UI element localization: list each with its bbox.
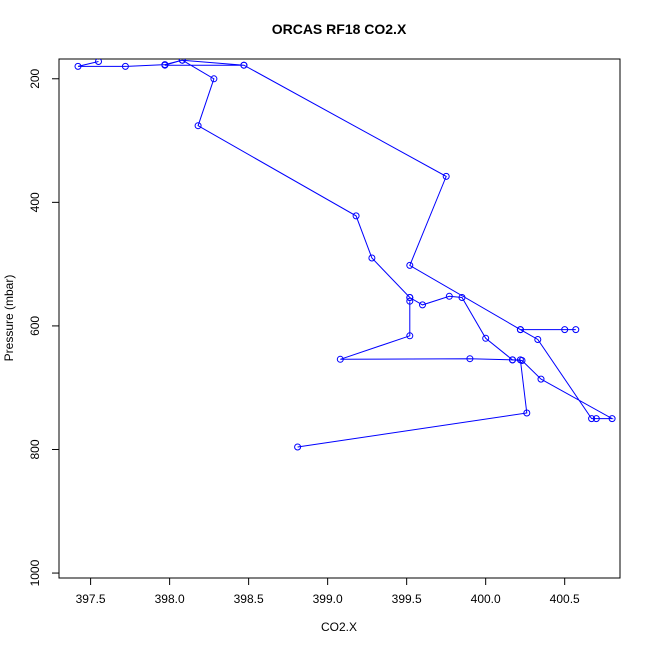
data-point — [95, 59, 102, 65]
x-axis-label: CO2.X — [321, 620, 357, 634]
data-point — [534, 336, 542, 343]
data-point — [74, 62, 82, 70]
series-layer — [74, 59, 616, 451]
data-point — [523, 409, 531, 417]
plot-area — [58, 58, 621, 579]
data-point — [406, 261, 414, 269]
data-point — [294, 443, 302, 451]
x-tick-label: 398.5 — [234, 592, 264, 606]
data-point — [368, 254, 376, 262]
x-tick-label: 399.5 — [392, 592, 422, 606]
y-axis: 200 400 600 800 1000 — [28, 68, 60, 586]
x-tick-label: 398.0 — [155, 592, 185, 606]
data-point — [178, 59, 186, 64]
data-point — [482, 334, 490, 342]
x-tick-label: 400.5 — [550, 592, 580, 606]
data-point — [442, 172, 450, 180]
data-point — [419, 301, 426, 309]
data-point — [516, 326, 524, 334]
data-point — [406, 294, 414, 301]
y-tick-label: 1000 — [28, 559, 42, 586]
data-point — [336, 355, 344, 363]
data-point — [121, 62, 129, 70]
data-point — [240, 61, 248, 69]
data-point — [194, 122, 202, 130]
x-axis: 397.5 398.0 398.5 399.0 399.5 400.0 400.5 — [76, 577, 580, 606]
series-group — [74, 59, 616, 451]
data-point — [537, 375, 545, 383]
data-point — [588, 415, 596, 423]
data-point — [561, 326, 569, 334]
data-point — [516, 356, 524, 364]
data-point — [509, 356, 516, 364]
data-point — [210, 75, 218, 83]
y-axis-label: Pressure (mbar) — [2, 275, 16, 362]
data-point — [352, 212, 360, 220]
y-tick-label: 600 — [28, 316, 42, 336]
data-point — [406, 332, 414, 340]
data-point — [458, 294, 466, 301]
data-point — [608, 415, 616, 423]
x-tick-label: 400.0 — [471, 592, 501, 606]
data-point — [592, 415, 600, 423]
x-tick-label: 399.0 — [313, 592, 343, 606]
x-tick-label: 397.5 — [76, 592, 106, 606]
chart-title: ORCAS RF18 CO2.X — [272, 21, 407, 37]
data-point — [161, 61, 169, 69]
data-point — [572, 326, 580, 334]
series-line-0 — [77, 59, 615, 420]
series-line-1 — [297, 301, 528, 448]
y-tick-label: 200 — [28, 68, 42, 88]
y-tick-label: 400 — [28, 192, 42, 212]
data-point — [406, 297, 414, 305]
y-tick-label: 800 — [28, 439, 42, 459]
data-point — [445, 292, 453, 300]
data-point — [466, 355, 474, 363]
